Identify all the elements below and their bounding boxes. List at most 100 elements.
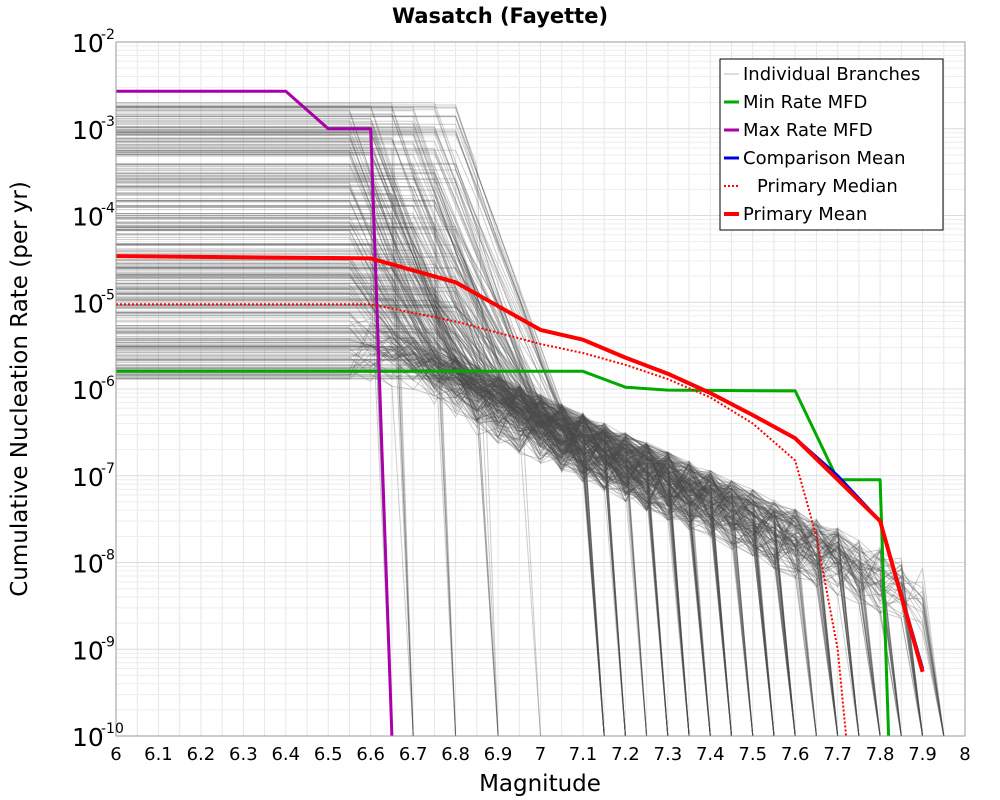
branch-line [116,225,796,737]
branch-line [116,217,414,737]
branch-line [116,243,775,737]
branch-line [116,378,839,737]
y-tick-exponent: -6 [101,374,115,390]
branch-line [116,226,860,737]
branch-line [116,105,796,737]
branch-line [116,266,881,737]
branch-line [116,250,796,737]
y-tick-base: 10 [72,550,104,579]
y-tick-exponent: -9 [101,634,115,650]
branch-line [116,294,711,737]
branch-line [116,217,711,737]
branch-line [116,200,732,737]
branch-line [116,186,732,737]
branch-line [116,243,839,737]
branch-line [116,184,839,737]
branch-line [116,181,605,737]
legend-label: Primary Median [757,176,898,197]
branch-line [116,227,457,737]
branch-line [116,268,754,737]
branch-line [116,154,881,737]
branch-line [116,140,945,737]
branch-line [116,327,924,737]
branch-line [116,260,690,737]
branch-line [116,106,860,737]
branch-line [116,188,924,737]
branch-line [116,230,817,737]
branch-line [116,104,754,737]
branch-line [116,287,945,737]
branch-line [116,199,711,737]
branch-line [116,375,839,737]
branch-line [116,363,732,737]
branch-line [116,275,924,737]
branch-line [116,243,711,737]
branch-line [116,325,796,737]
y-tick-label: 10-10 [72,721,124,752]
branch-line [116,348,839,737]
branch-line [116,341,605,737]
branch-line [116,266,648,737]
legend-label: Comparison Mean [743,148,906,169]
branch-line [116,283,626,737]
branch-line [116,229,732,737]
branch-line [116,145,393,737]
x-tick-label: 7.7 [823,744,852,765]
branch-line [116,368,902,737]
branch-line [116,172,626,737]
branch-line [116,313,690,737]
branch-line [116,349,732,737]
branch-line [116,150,924,737]
branch-line [116,186,902,737]
branch-line [116,333,881,737]
branch-line [116,360,775,737]
branch-line [116,176,754,737]
legend-label: Primary Mean [743,204,867,225]
branch-line [116,344,839,737]
branch-line [116,153,669,737]
branch-line [116,325,669,737]
branch-line [116,267,945,737]
branch-line [116,282,839,737]
branch-line [116,178,924,737]
branch-line [116,337,626,737]
branch-line [116,276,393,737]
branch-line [116,226,457,737]
branch-line [116,355,711,737]
branch-line [116,145,775,737]
branch-line [116,131,690,737]
branch-line [116,312,457,737]
branch-line [116,107,605,737]
plot-frame [115,41,966,737]
branch-line [116,292,775,737]
branch-line [116,280,711,737]
branch-line [116,340,775,737]
branch-line [116,151,626,737]
branch-line [116,343,499,737]
y-tick-label: 10-8 [72,548,115,579]
branch-line [116,276,754,737]
branch-line [116,194,796,737]
legend-box [719,58,944,231]
branch-line [116,343,902,737]
y-tick-exponent: -2 [101,27,115,43]
branch-line [116,296,839,737]
branch-line [116,198,711,737]
branch-line [116,204,839,737]
branch-line [116,293,902,737]
branch-line [116,113,626,737]
branch-line [116,344,669,737]
branch-line [116,239,902,737]
branch-line [116,123,945,737]
branch-line [116,163,648,737]
branch-line [116,273,732,737]
y-tick-label: 10-7 [72,461,115,492]
branch-line [116,138,669,737]
branch-line [116,166,775,737]
branch-line [116,126,817,737]
branch-line [116,244,605,737]
branch-line [116,290,839,737]
x-tick-label: 8 [959,744,970,765]
branch-line [116,282,817,737]
branch-line [116,336,796,737]
